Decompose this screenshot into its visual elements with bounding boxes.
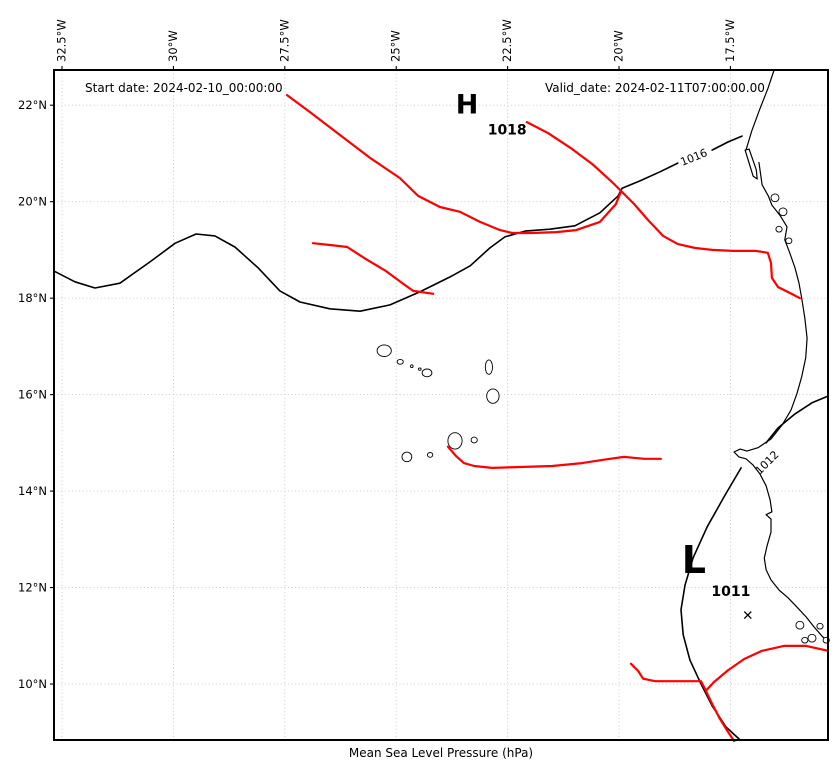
y-tick-label: 16°N <box>18 388 47 402</box>
island <box>486 388 500 404</box>
front-line-5 <box>446 445 662 469</box>
pressure-value-1011: 1011 <box>711 584 750 600</box>
x-tick-label: 22.5°W <box>500 19 514 62</box>
island <box>795 620 805 630</box>
island <box>401 451 413 463</box>
island <box>801 636 809 644</box>
island <box>775 225 783 233</box>
y-tick-label: 20°N <box>18 195 47 209</box>
y-tick-label: 22°N <box>18 98 47 112</box>
y-tick-label: 12°N <box>18 581 47 595</box>
island <box>418 367 422 371</box>
isobar-1016 <box>711 135 743 151</box>
x-tick-label: 27.5°W <box>277 19 291 62</box>
x-tick-label: 30°W <box>166 30 180 62</box>
island <box>816 622 824 630</box>
island <box>410 364 414 369</box>
island <box>770 193 780 203</box>
front-line-6 <box>629 662 736 743</box>
island <box>484 359 493 375</box>
isobar-1016 <box>53 162 679 312</box>
coastline <box>744 148 758 180</box>
isobar-1012 <box>765 395 829 444</box>
island <box>785 237 793 245</box>
island <box>778 207 788 217</box>
island <box>376 344 392 357</box>
x-tick-label: 17.5°W <box>723 19 737 62</box>
island <box>470 436 478 444</box>
island <box>426 452 434 458</box>
island <box>421 368 433 378</box>
front-layer <box>285 94 830 743</box>
high-pressure-symbol: H <box>456 90 479 121</box>
front-line-2 <box>525 121 623 193</box>
geography-layer <box>376 69 830 644</box>
front-line-7 <box>705 644 830 691</box>
pressure-marker-layer: H 1018 L 1011 <box>456 90 752 620</box>
axis-layer: 32.5°W 30°W 27.5°W 25°W 22.5°W 20°W 17.5°W 22°N… <box>18 19 737 691</box>
island <box>396 358 404 365</box>
low-center-x-marker <box>743 611 752 620</box>
pressure-value-1018: 1018 <box>488 122 527 138</box>
x-tick-label: 25°W <box>389 30 403 62</box>
y-tick-label: 10°N <box>18 677 47 691</box>
front-line-4 <box>311 242 435 295</box>
x-tick-label: 20°W <box>612 30 626 62</box>
valid-date-label: Valid_date: 2024-02-11T07:00:00.00 <box>545 81 765 95</box>
island <box>447 432 463 450</box>
coastline <box>745 69 775 151</box>
front-line-1 <box>285 94 623 235</box>
low-pressure-symbol: L <box>682 538 706 582</box>
y-tick-label: 18°N <box>18 291 47 305</box>
x-tick-label: 32.5°W <box>55 19 69 62</box>
start-date-label: Start date: 2024-02-10_00:00:00 <box>85 81 283 95</box>
island <box>807 633 817 643</box>
plot-border <box>53 69 829 741</box>
coastline <box>733 162 829 643</box>
grid-layer <box>54 70 828 740</box>
x-axis-title: Mean Sea Level Pressure (hPa) <box>349 746 533 760</box>
y-tick-label: 14°N <box>18 484 47 498</box>
front-line-3 <box>620 190 801 300</box>
